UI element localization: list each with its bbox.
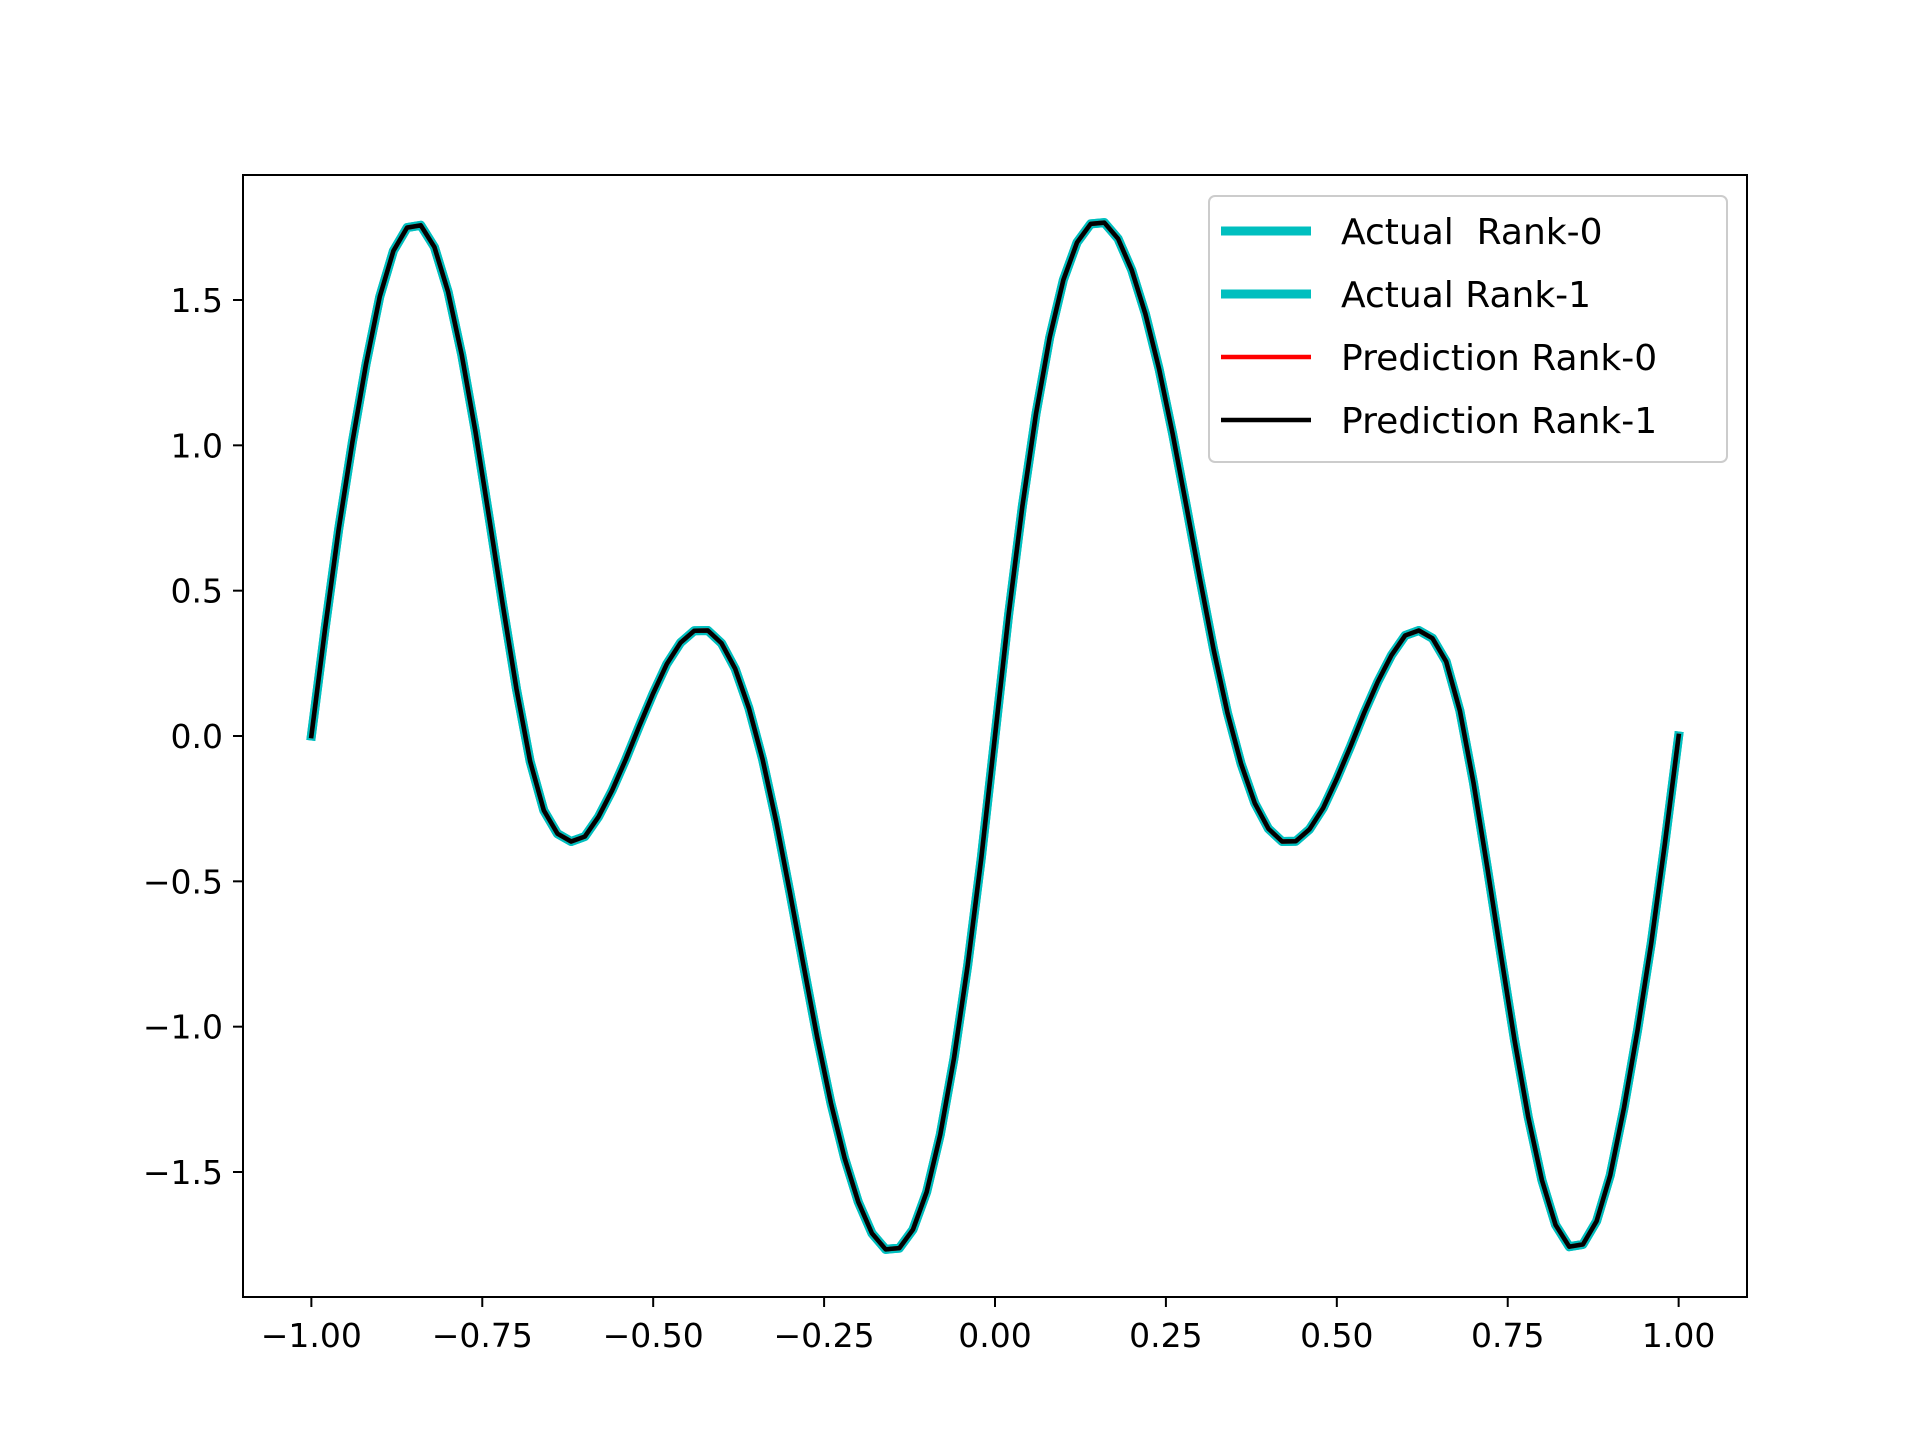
x-tick-label: −0.75 (432, 1316, 533, 1355)
axes: −1.00 −0.75 −0.50 −0.25 0.00 0.25 0.50 0.75 1.00… (143, 174, 1748, 1355)
x-tick-label: 0.00 (958, 1316, 1031, 1355)
legend-label-4: Prediction Rank-1 (1341, 401, 1657, 442)
legend-label-2: Actual Rank-1 (1341, 275, 1591, 316)
x-tick-label: 0.75 (1471, 1316, 1544, 1355)
x-tick-label: 1.00 (1642, 1316, 1715, 1355)
series-group (306, 218, 1684, 1254)
x-tick-label: 0.25 (1129, 1316, 1202, 1355)
y-tick-label: 0.0 (171, 717, 223, 756)
legend-label-3: Prediction Rank-0 (1341, 338, 1657, 379)
legend-box (1208, 195, 1728, 463)
y-tick-label: 1.5 (171, 281, 223, 320)
x-tick-label: 0.50 (1300, 1316, 1373, 1355)
x-tick-label: −1.00 (261, 1316, 362, 1355)
legend: Actual Rank-0 Actual Rank-1 Prediction Ran… (1208, 195, 1728, 463)
y-tick-label: −0.5 (143, 862, 223, 901)
y-tick-label: −1.5 (143, 1153, 223, 1192)
y-tick-label: −1.0 (143, 1008, 223, 1047)
legend-label-1: Actual Rank-0 (1341, 212, 1603, 253)
x-tick-label: −0.50 (603, 1316, 704, 1355)
y-tick-label: 0.5 (171, 572, 223, 611)
x-tick-label: −0.25 (774, 1316, 875, 1355)
plot-area (306, 218, 1684, 1254)
series-line-4 (308, 220, 1682, 1252)
y-tick-label: 1.0 (171, 426, 223, 465)
